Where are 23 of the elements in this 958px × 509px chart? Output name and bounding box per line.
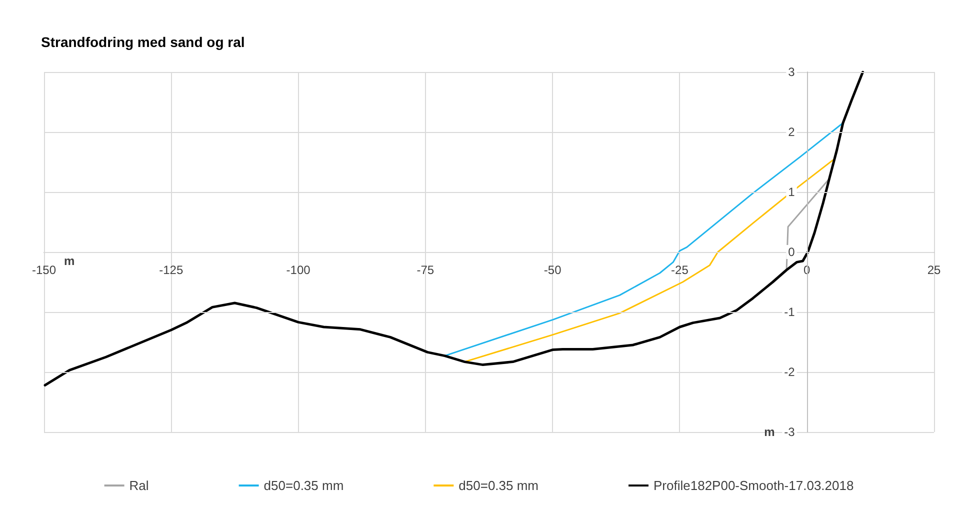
legend-label: Profile182P00-Smooth-17.03.2018 xyxy=(654,478,854,493)
y-tick-label: 1 xyxy=(788,185,796,199)
x-tick-label: 25 xyxy=(927,263,941,277)
y-tick-label: -2 xyxy=(784,365,796,379)
x-tick-label: -150 xyxy=(32,263,56,277)
y-tick-label: -3 xyxy=(784,425,796,439)
y-axis-title: m xyxy=(764,425,775,439)
x-tick-label: -50 xyxy=(544,263,562,277)
x-axis-title: m xyxy=(64,254,75,268)
y-tick-label: 0 xyxy=(788,245,796,259)
x-tick-label: -75 xyxy=(416,263,434,277)
x-tick-label: -100 xyxy=(286,263,311,277)
chart-title: Strandfodring med sand og ral xyxy=(41,34,245,50)
x-tick-label: -125 xyxy=(159,263,184,277)
y-tick-label: 3 xyxy=(788,65,796,79)
line-series xyxy=(444,122,844,357)
y-tick-label: -1 xyxy=(784,305,796,319)
legend-label: d50=0.35 mm xyxy=(264,478,344,493)
y-tick-label: 2 xyxy=(788,125,796,139)
line-series xyxy=(464,159,834,363)
legend-label: Ral xyxy=(129,478,149,493)
legend-label: d50=0.35 mm xyxy=(458,478,539,493)
x-tick-label: -25 xyxy=(671,263,689,277)
